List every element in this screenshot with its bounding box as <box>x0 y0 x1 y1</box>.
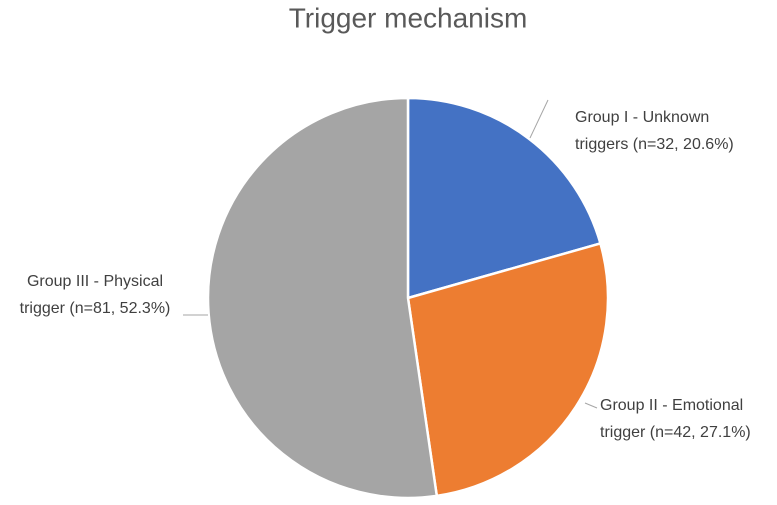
data-label: Group III - Physical <box>27 273 163 290</box>
data-label: Group I - Unknown <box>575 109 709 126</box>
leader-line <box>529 99 549 139</box>
chart-title: Trigger mechanism <box>289 2 528 33</box>
pie-slice <box>406 241 610 498</box>
pie-slice <box>406 96 602 300</box>
pie-slice <box>206 96 439 500</box>
leader-line <box>584 402 598 409</box>
data-label: Group II - Emotional <box>600 397 743 414</box>
data-label: triggers (n=32, 20.6%) <box>575 136 734 153</box>
data-label: trigger (n=81, 52.3%) <box>20 300 171 317</box>
data-label: trigger (n=42, 27.1%) <box>600 424 751 441</box>
